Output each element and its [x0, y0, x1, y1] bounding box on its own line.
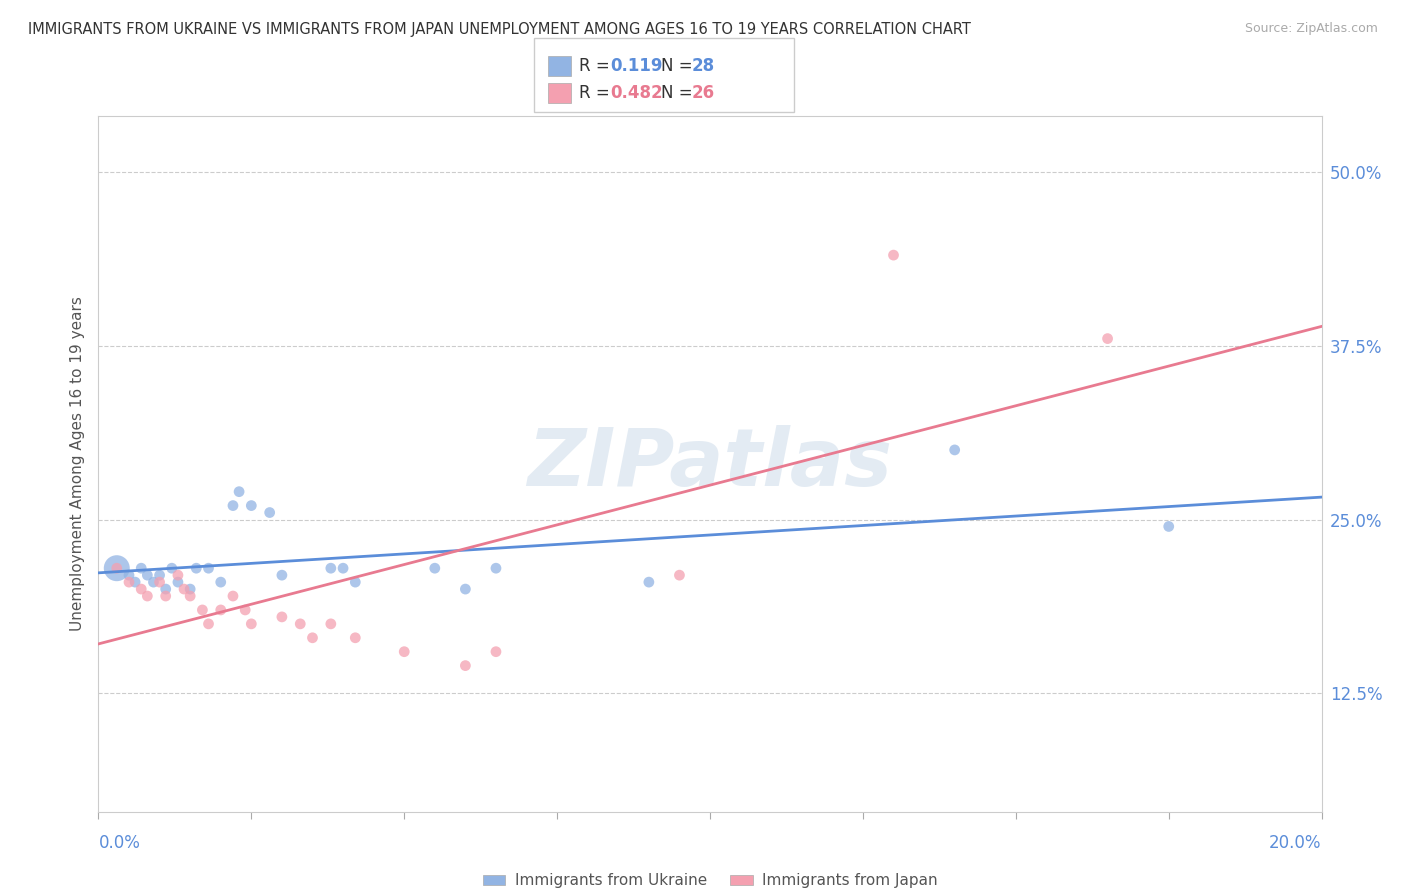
Point [118, 568, 141, 582]
Text: N =: N = [661, 57, 697, 75]
Text: 20.0%: 20.0% [1270, 834, 1322, 852]
Point [167, 575, 190, 590]
Text: Source: ZipAtlas.com: Source: ZipAtlas.com [1244, 22, 1378, 36]
Text: 0.0%: 0.0% [98, 834, 141, 852]
Point [149, 568, 172, 582]
Point [883, 248, 905, 262]
Text: N =: N = [661, 84, 697, 103]
Point [270, 610, 292, 624]
Point [1097, 332, 1119, 346]
Point [228, 484, 250, 499]
Point [209, 603, 232, 617]
Point [197, 561, 219, 575]
Point [105, 561, 128, 575]
Point [319, 561, 342, 575]
Point [270, 568, 292, 582]
Point [240, 499, 263, 513]
Point [209, 575, 232, 590]
Point [392, 645, 416, 659]
Y-axis label: Unemployment Among Ages 16 to 19 years: Unemployment Among Ages 16 to 19 years [69, 296, 84, 632]
Text: 0.119: 0.119 [610, 57, 662, 75]
Point [454, 658, 477, 673]
Point [136, 568, 159, 582]
Point [142, 575, 165, 590]
Point [332, 561, 354, 575]
Point [1157, 519, 1180, 533]
Point [124, 575, 146, 590]
Point [186, 561, 208, 575]
Point [222, 589, 245, 603]
Point [197, 616, 219, 631]
Point [637, 575, 661, 590]
Point [118, 575, 141, 590]
Point [167, 568, 190, 582]
Point [222, 499, 245, 513]
Point [485, 561, 508, 575]
Point [301, 631, 323, 645]
Point [943, 442, 966, 457]
Text: R =: R = [579, 57, 616, 75]
Point [259, 506, 281, 520]
Point [344, 575, 367, 590]
Point [173, 582, 195, 596]
Point [454, 582, 477, 596]
Legend: Immigrants from Ukraine, Immigrants from Japan: Immigrants from Ukraine, Immigrants from… [477, 867, 943, 892]
Point [233, 603, 256, 617]
Text: R =: R = [579, 84, 616, 103]
Point [179, 582, 201, 596]
Point [344, 631, 367, 645]
Point [191, 603, 214, 617]
Point [423, 561, 446, 575]
Text: 26: 26 [692, 84, 714, 103]
Point [105, 561, 128, 575]
Point [129, 582, 152, 596]
Point [129, 561, 152, 575]
Point [155, 589, 177, 603]
Point [319, 616, 342, 631]
Point [136, 589, 159, 603]
Point [240, 616, 263, 631]
Point [668, 568, 690, 582]
Point [290, 616, 312, 631]
Text: ZIPatlas: ZIPatlas [527, 425, 893, 503]
Text: IMMIGRANTS FROM UKRAINE VS IMMIGRANTS FROM JAPAN UNEMPLOYMENT AMONG AGES 16 TO 1: IMMIGRANTS FROM UKRAINE VS IMMIGRANTS FR… [28, 22, 972, 37]
Text: 28: 28 [692, 57, 714, 75]
Text: 0.482: 0.482 [610, 84, 662, 103]
Point [179, 589, 201, 603]
Point [155, 582, 177, 596]
Point [485, 645, 508, 659]
Point [149, 575, 172, 590]
Point [160, 561, 183, 575]
